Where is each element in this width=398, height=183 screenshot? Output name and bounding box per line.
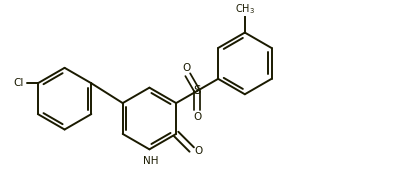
Text: O: O (193, 112, 201, 122)
Text: O: O (183, 63, 191, 72)
Text: S: S (193, 85, 201, 98)
Text: O: O (194, 146, 202, 156)
Text: NH: NH (143, 156, 158, 166)
Text: Cl: Cl (13, 78, 23, 88)
Text: CH$_3$: CH$_3$ (235, 2, 255, 16)
